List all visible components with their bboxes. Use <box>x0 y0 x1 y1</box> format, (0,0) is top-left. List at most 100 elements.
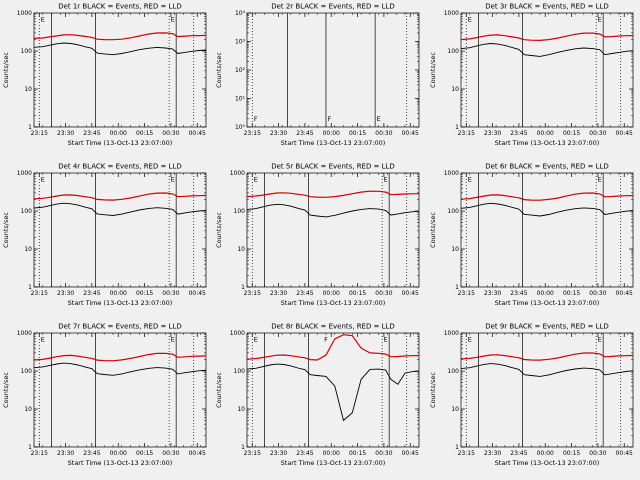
det-5-flag-E: E <box>254 175 258 183</box>
det-6-xtick-label: 23:15 <box>457 290 474 297</box>
panel-det-3: Det 3r BLACK = Events, RED = LLD Start Ti… <box>427 0 640 160</box>
det-2-xtick-label: 23:30 <box>270 130 287 137</box>
det-2-ytick-label: 10¹ <box>235 95 246 102</box>
det-9-ytick-label: 100 <box>447 368 459 375</box>
det-5-ytick-label: 10 <box>238 246 246 253</box>
det-8-xtick-label: 00:15 <box>349 450 366 457</box>
panel-det-6: Det 6r BLACK = Events, RED = LLD Start Ti… <box>427 160 640 320</box>
det-5-lld-series <box>247 190 420 198</box>
det-7-ytick-label: 10 <box>24 406 32 413</box>
det-7-xtick-label: 00:30 <box>162 450 179 457</box>
det-3-ytick-label: 100 <box>447 48 459 55</box>
det-5-xlabel: Start Time (13-Oct-13 23:07:00) <box>281 299 386 307</box>
det-4-xtick-label: 23:45 <box>83 290 100 297</box>
det-9-xtick-label: 23:45 <box>510 450 527 457</box>
det-3-ytick-label: 1 <box>455 124 459 131</box>
det-8-title: Det 8r BLACK = Events, RED = LLD <box>272 323 396 331</box>
det-6-flag-E: E <box>597 175 601 183</box>
det-8-xtick-label: 23:15 <box>244 450 261 457</box>
det-2-flag-F: F <box>328 115 332 123</box>
det-2-xtick-label: 00:45 <box>402 130 419 137</box>
det-8-xtick-label: 00:00 <box>323 450 340 457</box>
det-5-title: Det 5r BLACK = Events, RED = LLD <box>272 163 396 171</box>
det-4-ytick-label: 1000 <box>17 170 32 177</box>
det-9-flag-E: E <box>597 335 601 343</box>
det-4-ytick-label: 1 <box>28 284 32 291</box>
det-4-plot: Det 4r BLACK = Events, RED = LLD Start Ti… <box>2 163 207 307</box>
det-7-xlabel: Start Time (13-Oct-13 23:07:00) <box>68 459 173 467</box>
det-7-ylabel: Counts/sec <box>2 372 10 408</box>
det-9-ylabel: Counts/sec <box>429 372 437 408</box>
det-1-ytick-label: 10 <box>24 86 32 93</box>
det-6-ylabel: Counts/sec <box>429 212 437 248</box>
det-3-xtick-label: 00:15 <box>563 130 580 137</box>
det-1-ylabel: Counts/sec <box>2 52 10 88</box>
det-5-xtick-label: 00:00 <box>323 290 340 297</box>
det-1-xlabel: Start Time (13-Oct-13 23:07:00) <box>68 139 173 147</box>
det-1-xtick-label: 00:30 <box>162 130 179 137</box>
det-1-xtick-label: 00:00 <box>110 130 127 137</box>
det-9-plot: Det 9r BLACK = Events, RED = LLD Start Ti… <box>429 323 634 467</box>
det-7-title: Det 7r BLACK = Events, RED = LLD <box>58 323 182 331</box>
det-8-ytick-label: 10 <box>238 406 246 413</box>
det-5-ytick-label: 1 <box>242 284 246 291</box>
det-4-ytick-label: 100 <box>21 208 33 215</box>
det-5-flag-E: E <box>384 175 388 183</box>
det-7-xtick-label: 23:45 <box>83 450 100 457</box>
det-9-xtick-label: 00:00 <box>536 450 553 457</box>
det-4-lld-series <box>33 192 207 201</box>
det-7-xtick-label: 00:15 <box>136 450 153 457</box>
det-4-flag-E: E <box>171 175 175 183</box>
det-7-xtick-label: 00:00 <box>110 450 127 457</box>
det-3-xtick-label: 00:30 <box>589 130 606 137</box>
det-2-plot: Det 2r BLACK = Events, RED = LLD Start Ti… <box>215 3 420 147</box>
det-7-xtick-label: 23:30 <box>57 450 74 457</box>
det-9-xtick-label: 23:15 <box>457 450 474 457</box>
det-9-flag-E: E <box>467 335 471 343</box>
det-1-xtick-label: 00:45 <box>189 130 206 137</box>
det-2-xlabel: Start Time (13-Oct-13 23:07:00) <box>281 139 386 147</box>
det-8-ylabel: Counts/sec <box>215 372 223 408</box>
det-4-xtick-label: 00:30 <box>162 290 179 297</box>
det-7-lld-series <box>33 352 207 362</box>
det-5-xtick-label: 23:45 <box>297 290 314 297</box>
det-7-axes-box <box>33 332 207 448</box>
det-2-ylabel: Counts/sec <box>215 52 223 88</box>
det-3-xtick-label: 00:00 <box>536 130 553 137</box>
det-2-flag-E: E <box>377 115 381 123</box>
panel-det-9: Det 9r BLACK = Events, RED = LLD Start Ti… <box>427 320 640 480</box>
det-2-title: Det 2r BLACK = Events, RED = LLD <box>272 3 396 11</box>
det-5-axes-box <box>246 172 420 288</box>
det-1-lld-series <box>33 32 207 41</box>
det-9-axes-box <box>460 332 634 448</box>
det-3-ytick-label: 10 <box>451 86 459 93</box>
panel-det-7: Det 7r BLACK = Events, RED = LLD Start Ti… <box>0 320 213 480</box>
det-1-ytick-label: 1 <box>28 124 32 131</box>
det-8-ytick-label: 100 <box>234 368 246 375</box>
det-4-axes-box <box>33 172 207 288</box>
det-9-xlabel: Start Time (13-Oct-13 23:07:00) <box>494 459 599 467</box>
det-4-events-series <box>33 202 207 216</box>
det-3-xtick-label: 00:45 <box>615 130 632 137</box>
det-5-xtick-label: 00:15 <box>349 290 366 297</box>
det-7-ytick-label: 1 <box>28 444 32 451</box>
det-3-title: Det 3r BLACK = Events, RED = LLD <box>485 3 609 11</box>
det-8-xlabel: Start Time (13-Oct-13 23:07:00) <box>281 459 386 467</box>
det-6-xtick-label: 23:45 <box>510 290 527 297</box>
det-7-xtick-label: 00:45 <box>189 450 206 457</box>
det-9-xtick-label: 00:30 <box>589 450 606 457</box>
det-8-xtick-label: 23:30 <box>270 450 287 457</box>
det-2-ytick-label: 10⁰ <box>235 124 246 131</box>
det-1-title: Det 1r BLACK = Events, RED = LLD <box>58 3 182 11</box>
det-3-xlabel: Start Time (13-Oct-13 23:07:00) <box>494 139 599 147</box>
det-8-ytick-label: 1000 <box>230 330 245 337</box>
det-6-flag-E: E <box>467 175 471 183</box>
det-6-ytick-label: 1000 <box>443 170 458 177</box>
det-5-events-series <box>247 203 420 218</box>
det-4-xtick-label: 23:30 <box>57 290 74 297</box>
det-6-xtick-label: 00:00 <box>536 290 553 297</box>
det-6-xlabel: Start Time (13-Oct-13 23:07:00) <box>494 299 599 307</box>
det-1-xtick-label: 23:30 <box>57 130 74 137</box>
det-2-ytick-label: 10³ <box>235 39 246 46</box>
det-9-ytick-label: 1 <box>455 444 459 451</box>
